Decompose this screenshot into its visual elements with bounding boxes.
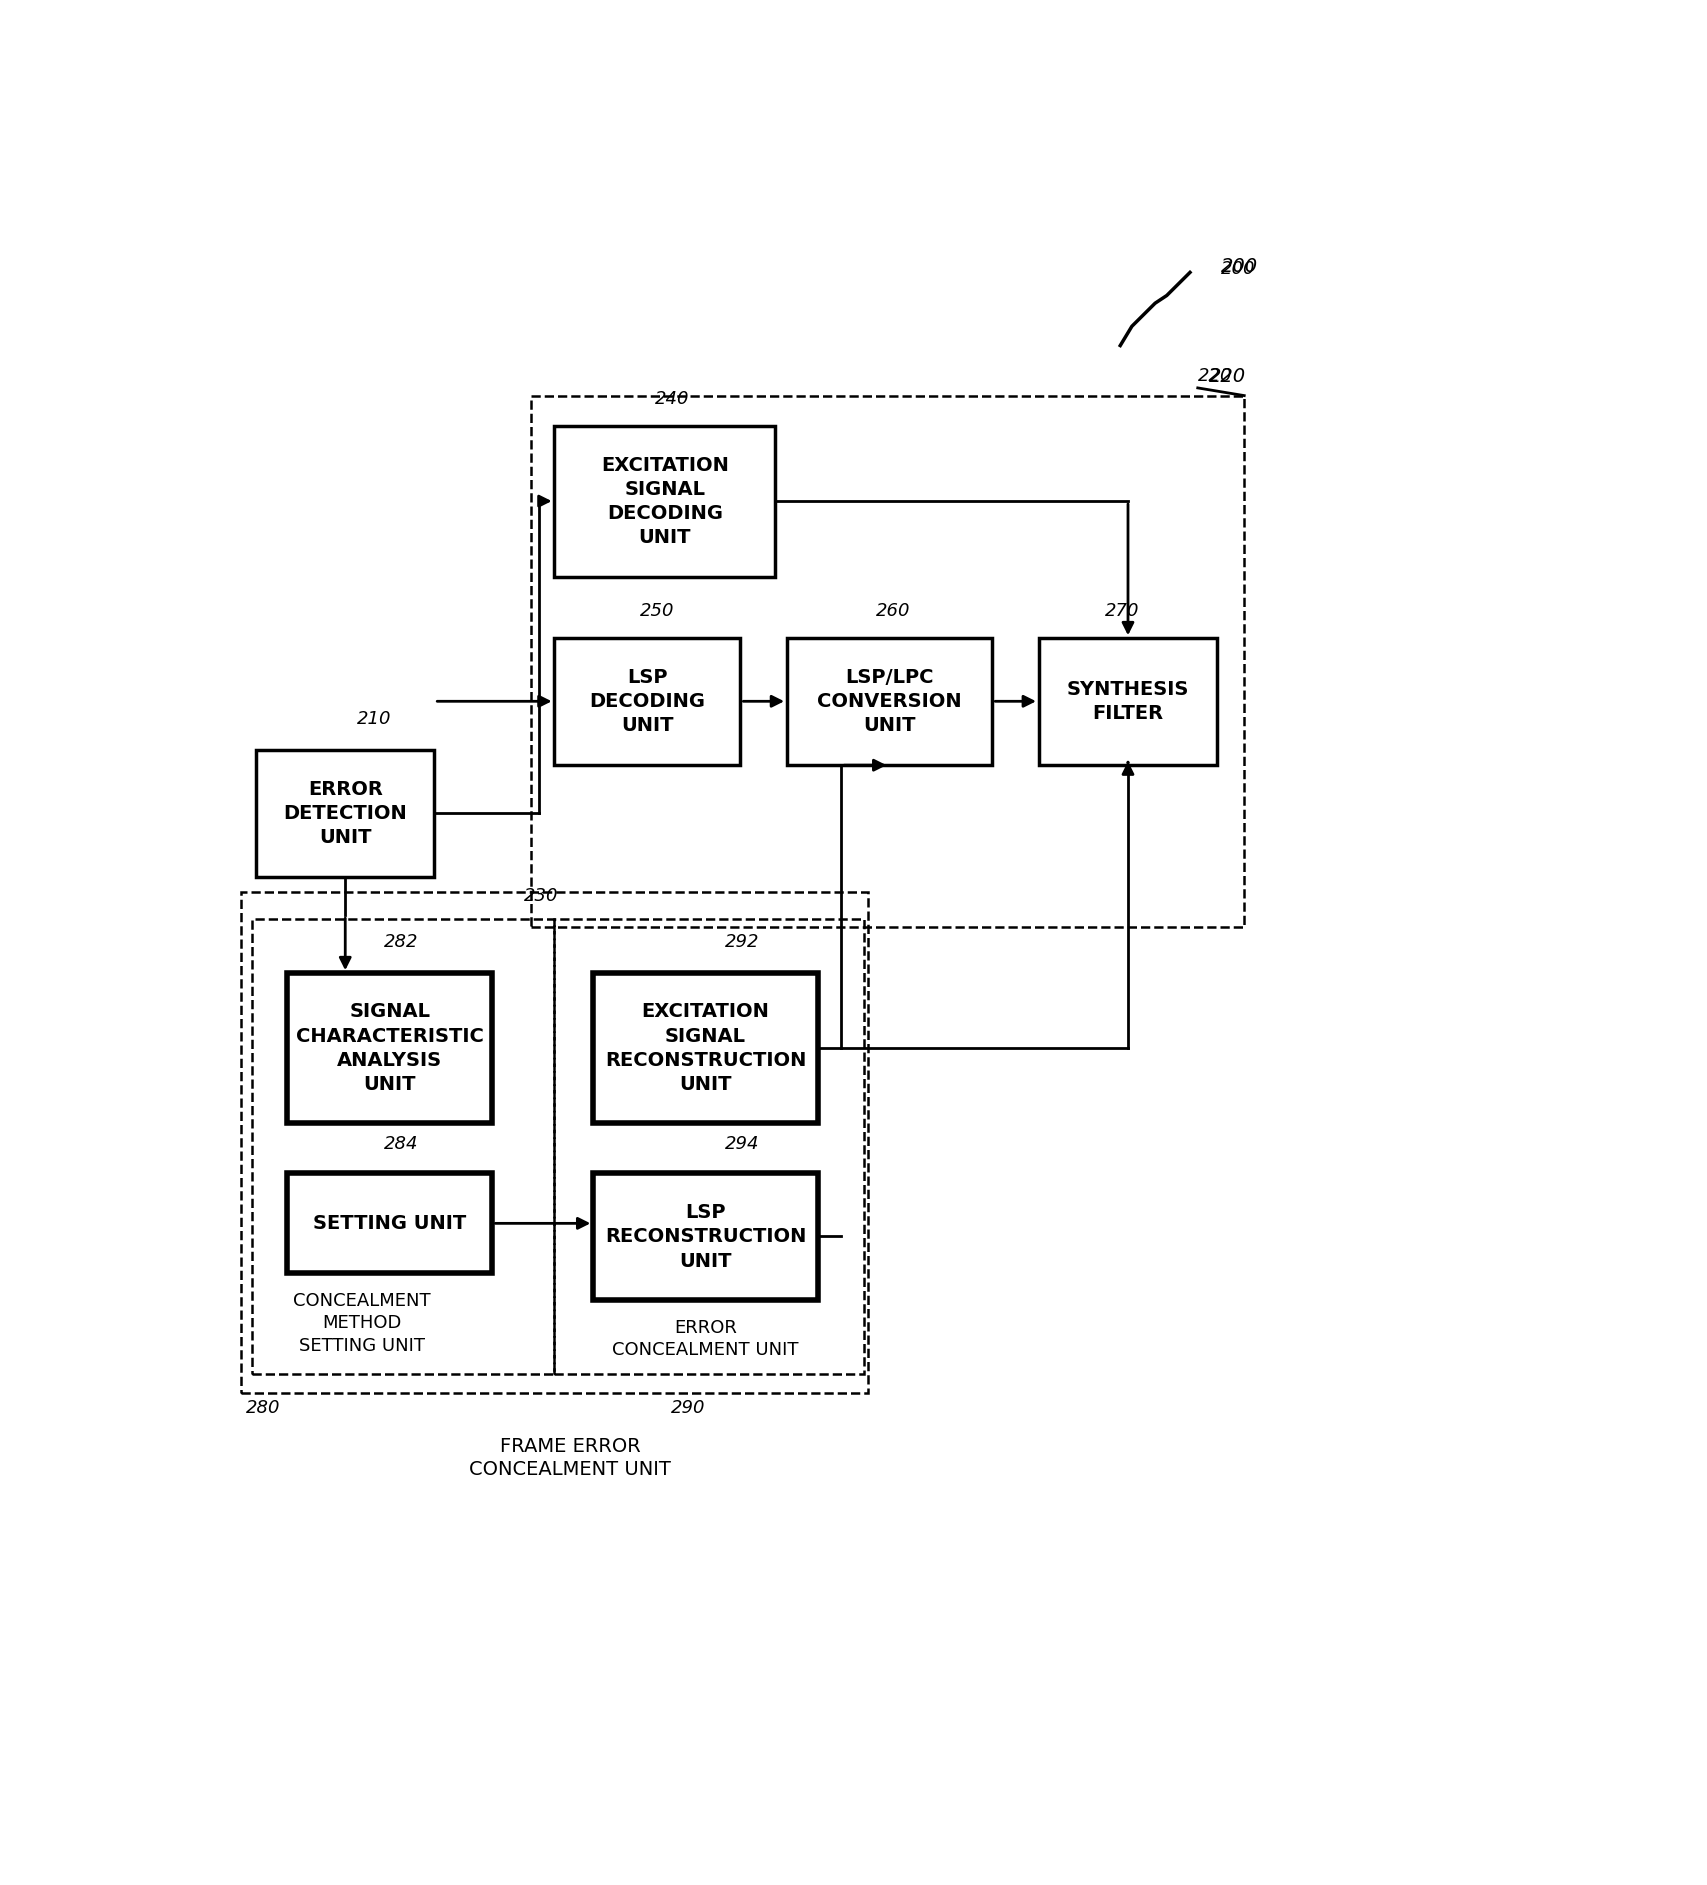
Text: LSP/LPC
CONVERSION
UNIT: LSP/LPC CONVERSION UNIT xyxy=(818,667,961,735)
Bar xyxy=(592,973,818,1123)
Text: 260: 260 xyxy=(876,601,910,620)
Bar xyxy=(287,1172,492,1274)
Text: 210: 210 xyxy=(357,711,391,728)
Bar xyxy=(241,892,867,1393)
Bar xyxy=(555,639,741,765)
Bar xyxy=(531,396,1243,927)
Text: EXCITATION
SIGNAL
DECODING
UNIT: EXCITATION SIGNAL DECODING UNIT xyxy=(601,456,729,547)
Text: 284: 284 xyxy=(384,1135,418,1154)
Text: 282: 282 xyxy=(384,933,418,952)
Text: 200: 200 xyxy=(1221,256,1258,275)
Bar xyxy=(592,1172,818,1301)
Text: 200: 200 xyxy=(1221,260,1255,277)
Bar xyxy=(253,920,555,1374)
Text: 220: 220 xyxy=(1197,368,1231,385)
Text: SETTING UNIT: SETTING UNIT xyxy=(312,1214,466,1233)
Bar xyxy=(256,750,434,877)
Text: SIGNAL
CHARACTERISTIC
ANALYSIS
UNIT: SIGNAL CHARACTERISTIC ANALYSIS UNIT xyxy=(295,1003,483,1093)
Text: FRAME ERROR
CONCEALMENT UNIT: FRAME ERROR CONCEALMENT UNIT xyxy=(469,1436,671,1480)
Text: CONCEALMENT
METHOD
SETTING UNIT: CONCEALMENT METHOD SETTING UNIT xyxy=(294,1293,430,1355)
Text: 280: 280 xyxy=(246,1399,280,1418)
Text: 290: 290 xyxy=(671,1399,705,1418)
Text: EXCITATION
SIGNAL
RECONSTRUCTION
UNIT: EXCITATION SIGNAL RECONSTRUCTION UNIT xyxy=(604,1003,806,1093)
Text: 220: 220 xyxy=(1209,368,1246,386)
Bar xyxy=(787,639,992,765)
Text: ERROR
DETECTION
UNIT: ERROR DETECTION UNIT xyxy=(283,780,406,846)
Text: ERROR
CONCEALMENT UNIT: ERROR CONCEALMENT UNIT xyxy=(613,1320,799,1359)
Bar xyxy=(555,920,864,1374)
Text: 294: 294 xyxy=(724,1135,760,1154)
Text: 240: 240 xyxy=(655,390,690,409)
Text: SYNTHESIS
FILTER: SYNTHESIS FILTER xyxy=(1067,680,1188,724)
Bar xyxy=(555,426,775,577)
Bar xyxy=(1038,639,1217,765)
Text: 250: 250 xyxy=(640,601,674,620)
Text: 270: 270 xyxy=(1104,601,1139,620)
Text: LSP
DECODING
UNIT: LSP DECODING UNIT xyxy=(589,667,705,735)
Text: 292: 292 xyxy=(724,933,760,952)
Bar xyxy=(287,973,492,1123)
Text: 230: 230 xyxy=(522,888,558,905)
Text: LSP
RECONSTRUCTION
UNIT: LSP RECONSTRUCTION UNIT xyxy=(604,1203,806,1270)
